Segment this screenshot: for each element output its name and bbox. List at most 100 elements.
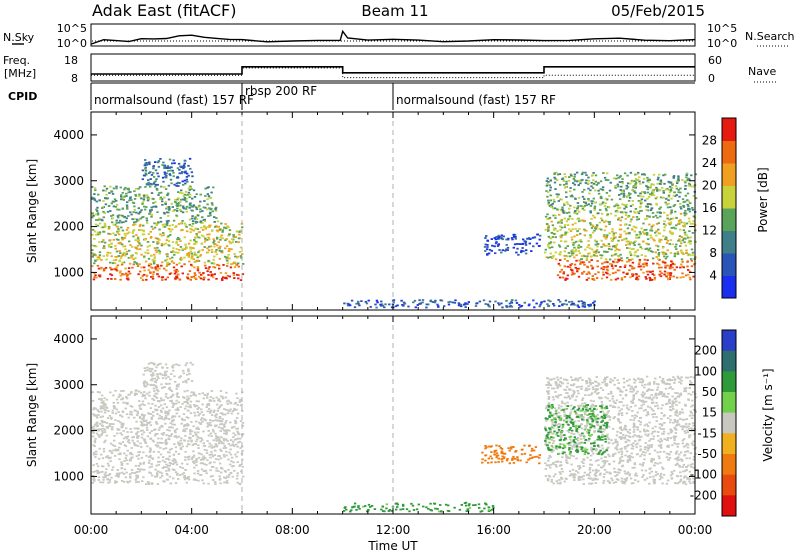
power-data-cell-1 <box>160 243 164 245</box>
power-data-cell-7 <box>537 245 541 247</box>
power-data-cell-3 <box>187 174 190 177</box>
vel-data-cell-0 <box>98 447 101 450</box>
power-data-cell-1 <box>98 233 102 235</box>
vel-data-cell-2 <box>551 396 555 398</box>
power-data-cell-5 <box>671 243 674 246</box>
vel-data-cell-0 <box>203 457 207 459</box>
power-data-cell-1 <box>172 262 176 264</box>
power-data-cell-2 <box>118 208 121 211</box>
power-data-cell-0 <box>115 266 118 269</box>
power-data-cell-4 <box>620 277 624 279</box>
power-data-cell-5 <box>590 218 593 220</box>
vel-data-cell-2 <box>661 378 665 380</box>
power-data-cell-6 <box>645 205 648 208</box>
vel-data-cell-0 <box>143 391 146 393</box>
vel-data-cell-1 <box>155 366 158 369</box>
power-data-cell-3 <box>182 167 185 170</box>
vel-data-cell-2 <box>621 482 624 484</box>
power-data-cell-2 <box>127 188 130 191</box>
vel-data-cell-1 <box>168 386 171 389</box>
vel-data-cell-0 <box>175 463 179 466</box>
power-data-cell-6 <box>679 203 682 205</box>
power-data-cell-6 <box>587 179 591 182</box>
power-axis-tick-label-3: 4000 <box>53 128 84 142</box>
power-data-cell-5 <box>595 226 598 229</box>
vel-data-cell-2 <box>689 463 693 466</box>
vel-data-cell-0 <box>138 400 141 402</box>
power-data-cell-5 <box>583 229 587 232</box>
power-data-cell-1 <box>171 228 174 231</box>
vel-data-cell-2 <box>637 434 641 437</box>
power-data-cell-4 <box>601 262 604 265</box>
power-data-cell-3 <box>178 168 181 171</box>
power-data-cell-5 <box>627 242 630 245</box>
vel-data-cell-2 <box>580 476 583 479</box>
vel-data-cell-0 <box>156 445 159 448</box>
power-data-cell-6 <box>668 185 672 188</box>
vel-data-cell-0 <box>130 411 133 414</box>
vel-data-cell-2 <box>581 399 584 401</box>
vel-data-cell-0 <box>238 465 241 467</box>
power-data-cell-5 <box>686 236 690 239</box>
power-data-cell-2 <box>134 195 138 197</box>
vel-data-cell-0 <box>174 435 177 437</box>
power-data-cell-7 <box>507 237 510 240</box>
power-data-cell-7 <box>484 243 487 246</box>
power-data-cell-8 <box>482 299 486 302</box>
power-data-cell-5 <box>559 253 562 256</box>
power-data-cell-1 <box>96 231 100 234</box>
power-data-cell-0 <box>218 267 221 270</box>
power-data-cell-2 <box>105 193 108 196</box>
vel-data-cell-0 <box>153 394 156 397</box>
power-data-cell-7 <box>485 235 488 237</box>
vel-data-cell-2 <box>584 447 587 450</box>
vel-data-cell-2 <box>553 377 556 380</box>
vel-data-cell-2 <box>635 453 639 456</box>
power-data-cell-2 <box>135 211 138 214</box>
power-data-cell-1 <box>178 249 181 251</box>
power-data-cell-6 <box>609 181 612 184</box>
vel-data-cell-0 <box>194 431 197 434</box>
power-data-cell-3 <box>172 159 175 162</box>
power-data-cell-8 <box>388 303 391 306</box>
power-data-cell-2 <box>166 206 169 208</box>
vel-data-cell-0 <box>131 439 134 442</box>
power-data-cell-5 <box>657 228 660 231</box>
power-data-cell-0 <box>97 267 101 270</box>
vel-data-cell-0 <box>165 466 168 469</box>
power-data-cell-5 <box>675 217 678 219</box>
power-data-cell-2 <box>118 219 122 222</box>
vel-data-cell-0 <box>220 440 223 443</box>
vel-data-cell-0 <box>236 451 239 454</box>
vel-data-cell-2 <box>650 432 654 435</box>
vel-data-cell-0 <box>185 427 188 430</box>
power-data-cell-6 <box>682 204 685 207</box>
vel-data-cell-0 <box>225 391 228 394</box>
power-data-cell-1 <box>151 228 155 230</box>
power-data-cell-8 <box>547 304 551 307</box>
power-data-cell-6 <box>614 186 617 189</box>
power-data-cell-1 <box>107 225 111 228</box>
vel-data-cell-0 <box>166 429 169 431</box>
vel-data-cell-0 <box>207 407 211 410</box>
power-data-cell-1 <box>164 259 167 262</box>
vel-data-cell-0 <box>114 412 118 415</box>
power-data-cell-1 <box>191 247 194 249</box>
vel-data-cell-0 <box>190 458 193 460</box>
power-data-cell-6 <box>554 188 557 190</box>
power-data-cell-1 <box>197 251 200 254</box>
power-data-cell-0 <box>150 276 153 278</box>
vel-data-cell-2 <box>555 382 558 385</box>
vel-data-cell-2 <box>656 451 659 454</box>
vel-data-cell-2 <box>652 409 655 412</box>
vel-data-cell-0 <box>169 422 172 425</box>
vel-data-cell-0 <box>108 481 111 484</box>
power-data-cell-5 <box>614 214 617 217</box>
power-data-cell-1 <box>160 234 164 237</box>
power-data-cell-0 <box>165 265 169 267</box>
power-data-cell-5 <box>652 238 655 241</box>
vel-data-cell-0 <box>165 443 168 446</box>
vel-data-cell-2 <box>645 429 649 432</box>
power-data-cell-5 <box>673 255 676 258</box>
power-data-cell-6 <box>670 211 673 214</box>
